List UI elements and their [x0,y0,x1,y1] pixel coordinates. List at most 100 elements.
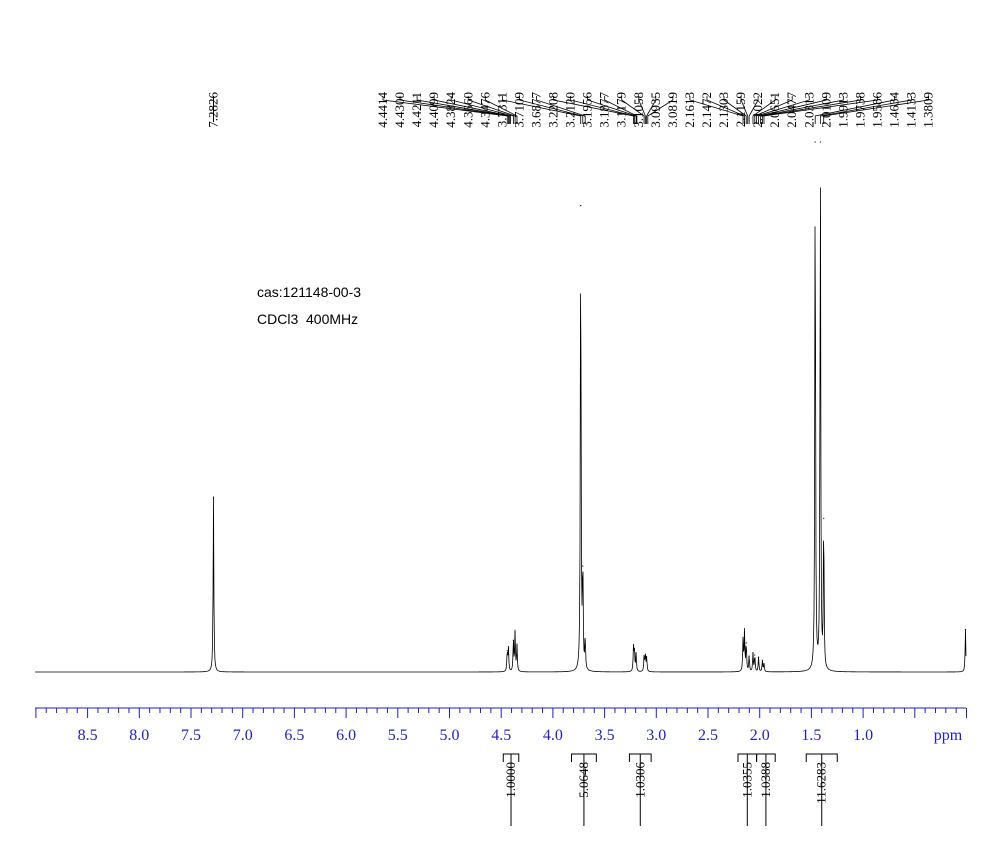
peak-pick-group-item: 4.3824 [443,92,514,128]
integral-region: 1.0306 [628,753,652,826]
peak-pick-leader [501,96,582,124]
peak-pick-label: 2.1613 [682,92,697,128]
peak-pick-label: 4.3476 [477,92,492,128]
peak-point-5 [516,644,518,647]
peak-pick-label: 3.0819 [665,92,680,128]
peak-pick-label: 1.3809 [921,92,936,128]
peak-point-2 [507,647,510,649]
peak-pick-leader [433,96,511,124]
peak-pick-group-item: 1.9738 [762,92,867,128]
peak-pick-leader [484,96,518,124]
peak-pick-group-item: 3.1179 [614,92,645,127]
peak-pick-group-item: 1.4133 [819,92,919,128]
peak-pick-label: 2.1159 [733,92,748,127]
peak-pick-leader [748,96,759,124]
ppm-tick-label: 4.5 [491,727,511,744]
integral-value: 1.0000 [503,762,518,798]
peak-point-4 [514,631,516,633]
peak-point-25 [819,141,821,143]
ppm-tick-label: 1.0 [853,727,873,744]
integral-value: 1.0388 [758,762,773,798]
ppm-tick-label: 2.0 [750,727,770,744]
peak-pick-group-item: 3.2120 [563,92,635,128]
peak-point-8 [584,639,586,641]
ppm-tick-label: 1.5 [801,727,821,744]
peak-pick-group-item: 1.3809 [823,92,936,128]
peak-point-23 [763,663,765,665]
peak-pick-label: 3.7311 [494,92,509,127]
peak-pick-group-item: 3.0819 [647,92,680,128]
peak-point-14 [646,656,648,658]
peak-pick-leader [638,96,646,124]
peak-pick-labels: 7.2826 4.44144.43004.42114.40994.38244.36… [205,92,935,128]
ppm-axis: 8.5 8.0 7.5 7.0 6.5 6.0 5.5 5.0 4.5 4.0 3.5 3.0 2.5 2… [35,707,967,744]
peak-pick-group-item: 4.4414 [375,92,508,128]
peak-point-20 [754,654,756,656]
integral-regions: 1.0000 5.0648 1.0306 1.0355 1.0388 11.6283 [502,753,838,826]
peak-pick-group-item: 1.4634 [814,92,902,128]
peak-pick-group-item: 4.3660 [460,92,516,128]
peak-pick-group-item: 3.1956 [580,92,637,128]
peak-pick-leader [621,96,645,124]
peak-pick-leader [756,96,810,124]
peak-pick-label: 2.1303 [716,92,731,128]
peak-pick-leader [752,96,776,124]
peak-pick-group-item: 2.0651 [752,92,782,128]
peak-pick-leader [587,96,637,124]
peak-point-0 [212,496,215,498]
peak-pick-group-item: 2.1159 [733,92,749,127]
peak-pick-leader [399,96,509,124]
peak-pick-leader [823,96,929,124]
ppm-tick-label: 3.5 [595,727,615,744]
peak-pick-label: 4.3660 [460,92,475,128]
peak-pick-leader [570,96,635,124]
integral-value: 1.0355 [739,762,754,798]
peak-point-12 [643,655,645,657]
ppm-tick-label: 5.0 [440,727,460,744]
peak-pick-group-item: 2.0109 [758,92,833,128]
peak-pick-label: 2.1022 [750,92,765,128]
peak-pick-leader [536,96,586,124]
peak-pick-label: 3.1179 [614,92,629,127]
peak-pick-label: 3.2208 [546,92,561,128]
peak-pick-label: 4.3824 [443,92,458,128]
peak-point-13 [644,654,646,656]
integral-region: 5.0648 [571,753,597,826]
peak-point-21 [757,656,760,658]
ppm-tick-label: 8.5 [78,727,98,744]
solvent-frequency-label: CDCl3 400MHz [257,311,359,327]
peak-point-22 [761,659,764,661]
integral-region: 11.6283 [805,753,838,826]
peak-pick-group-item: 2.1303 [716,92,747,128]
integral-value: 11.6283 [814,762,829,804]
peak-pick-leader [450,96,514,124]
peak-point-9 [632,647,635,649]
peak-pick-label: 1.9913 [835,92,850,128]
peak-pick-leader [706,96,745,124]
x-axis-label: ppm [934,727,963,744]
peak-pick-group-item: 3.2208 [546,92,634,128]
peak-pick-group-item: 1.9913 [760,92,850,128]
peak-pick-group-item: 3.1058 [631,92,646,128]
peak-pick-group-item: 4.4300 [392,92,509,128]
ppm-tick-label: 7.0 [233,727,253,744]
peak-point-16 [743,631,746,633]
cas-number-label: cas:121148-00-3 [257,284,362,300]
peak-pick-label: 3.2120 [563,92,578,128]
peak-pick-label: 2.1472 [699,92,714,128]
peak-pick-group-item: 3.1877 [597,92,638,128]
peak-pick-leader [646,96,657,124]
peak-point-26 [823,517,825,519]
peak-pick-leader [689,96,744,124]
peak-pick-label: 3.6877 [528,92,543,128]
peak-pick-leader [754,96,793,124]
peak-pick-label: 3.1956 [580,92,595,128]
peak-pick-label: 1.4634 [887,92,902,128]
peak-pick-label: 2.0651 [767,92,782,128]
peak-point-7 [582,565,584,567]
peak-pick-leader [763,96,878,124]
integral-region: 1.0000 [502,753,520,826]
peak-pick-label: 3.0935 [648,92,663,128]
ppm-tick-label: 4.0 [543,727,563,744]
